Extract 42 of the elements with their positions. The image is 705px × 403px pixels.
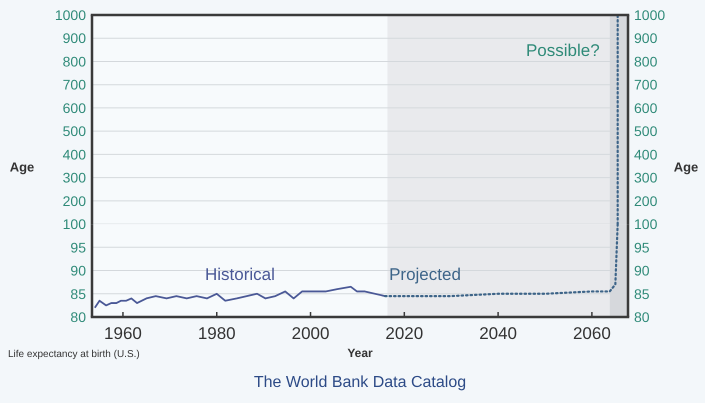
y2-tick-label: 300 <box>634 170 658 186</box>
y2-tick-label: 80 <box>634 309 650 325</box>
x-tick-label: 2020 <box>385 324 424 343</box>
y-tick-label: 900 <box>62 30 86 46</box>
x-axis-title: Year <box>347 346 374 360</box>
y-tick-label: 1000 <box>54 7 86 23</box>
y-tick-label: 400 <box>62 146 86 162</box>
y2-axis-title: Age <box>674 159 698 174</box>
y-tick-label: 700 <box>62 76 86 93</box>
x-tick-label: 2060 <box>572 324 611 343</box>
y2-tick-label: 400 <box>634 146 658 162</box>
x-tick-label: 2000 <box>292 324 330 343</box>
y2-tick-label: 95 <box>634 239 650 256</box>
y2-tick-label: 85 <box>634 286 650 302</box>
y2-tick-label: 1000 <box>634 7 666 23</box>
y2-tick-label: 100 <box>634 216 658 232</box>
y-tick-label: 800 <box>62 53 86 70</box>
y-tick-label: 300 <box>62 170 86 186</box>
y-tick-label: 100 <box>62 216 86 232</box>
y-axis-title: Age <box>10 159 34 174</box>
y2-tick-label: 800 <box>634 53 658 70</box>
y-tick-label: 80 <box>70 309 86 325</box>
x-tick-label: 1960 <box>104 324 142 343</box>
series-label: Historical <box>205 264 275 284</box>
x-tick-label: 1980 <box>198 324 236 343</box>
series-label: Projected <box>389 264 461 284</box>
text: Life expectancy at birth (U.S.) <box>8 349 140 360</box>
annotation: Possible? <box>526 40 600 60</box>
y2-tick-label: 90 <box>634 262 650 279</box>
y2-tick-label: 900 <box>634 30 658 46</box>
text: The World Bank Data Catalog <box>254 374 466 391</box>
y-tick-label: 200 <box>62 192 86 209</box>
y2-tick-label: 500 <box>634 123 658 140</box>
x-tick-label: 2040 <box>479 324 518 343</box>
y-tick-label: 85 <box>70 286 86 302</box>
y2-tick-label: 200 <box>634 192 658 209</box>
y2-tick-label: 700 <box>634 76 658 93</box>
y2-tick-label: 600 <box>634 100 658 116</box>
y-tick-label: 500 <box>62 123 86 140</box>
y-tick-label: 95 <box>70 239 86 256</box>
y-tick-label: 600 <box>62 100 86 116</box>
y-tick-label: 90 <box>70 262 86 279</box>
